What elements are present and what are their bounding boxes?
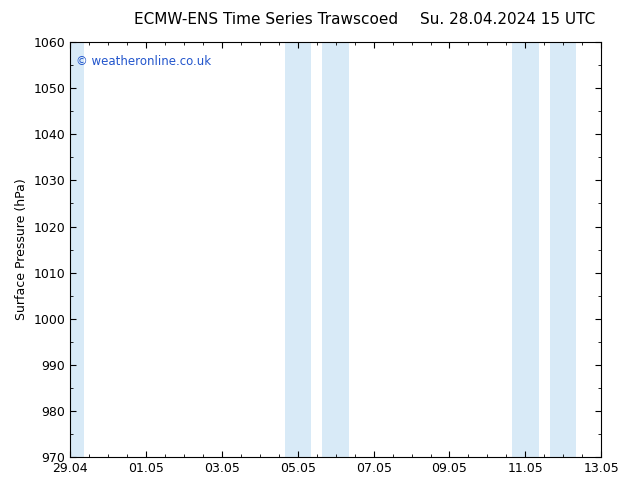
Bar xyxy=(285,42,311,457)
Bar xyxy=(70,42,84,457)
Text: © weatheronline.co.uk: © weatheronline.co.uk xyxy=(75,54,210,68)
Bar xyxy=(550,42,576,457)
Text: Su. 28.04.2024 15 UTC: Su. 28.04.2024 15 UTC xyxy=(420,12,595,27)
Y-axis label: Surface Pressure (hPa): Surface Pressure (hPa) xyxy=(15,179,28,320)
Text: ECMW-ENS Time Series Trawscoed: ECMW-ENS Time Series Trawscoed xyxy=(134,12,398,27)
Bar xyxy=(512,42,538,457)
Bar xyxy=(323,42,349,457)
